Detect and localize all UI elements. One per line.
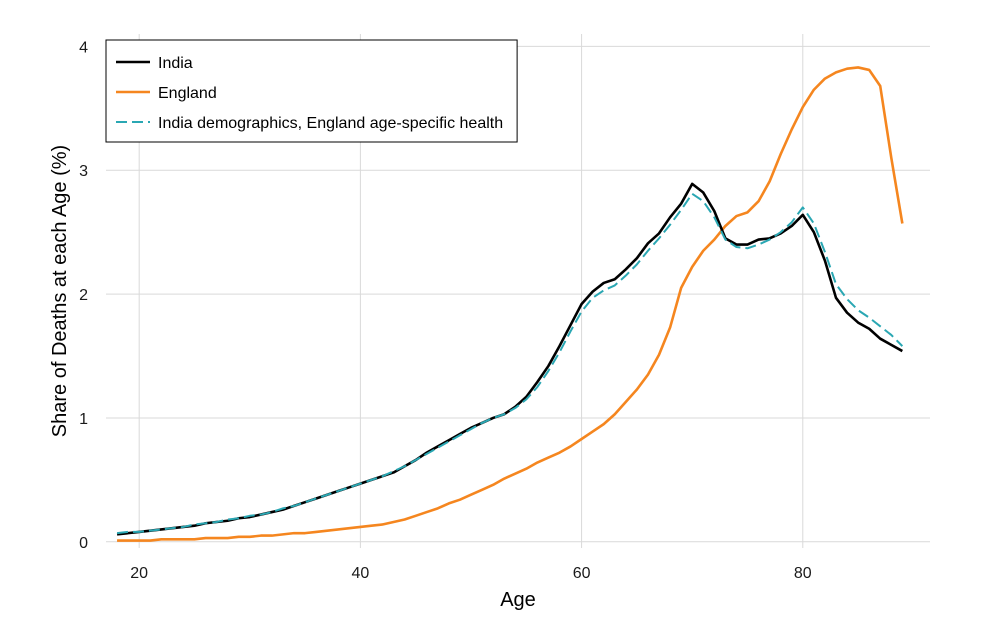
series-layer (116, 66, 904, 542)
y-tick-label: 0 (79, 535, 88, 552)
legend-box (105, 39, 518, 143)
y-axis-title: Share of Deaths at each Age (%) (49, 145, 71, 437)
y-tick-label: 3 (79, 163, 88, 180)
x-tick-label: 80 (794, 565, 812, 582)
x-tick-label: 20 (130, 565, 148, 582)
series-line-3 (116, 192, 904, 535)
x-tick-label: 60 (573, 565, 591, 582)
legend-items: India England India demographics, England … (116, 55, 503, 132)
tick-layer: 0 1 2 3 4 20 40 60 80 (79, 39, 812, 582)
y-tick-label: 4 (79, 39, 88, 56)
legend-label: India demographics, England age-specific… (158, 115, 503, 132)
legend: India England India demographics, England … (105, 39, 518, 143)
legend-label: India (158, 55, 193, 72)
series-line-1 (116, 182, 903, 536)
x-tick-label: 40 (351, 565, 369, 582)
x-axis-title: Age (500, 589, 536, 611)
series-line-2 (117, 66, 904, 542)
y-tick-label: 1 (79, 411, 88, 428)
y-tick-label: 2 (79, 287, 88, 304)
legend-label: England (158, 85, 217, 102)
